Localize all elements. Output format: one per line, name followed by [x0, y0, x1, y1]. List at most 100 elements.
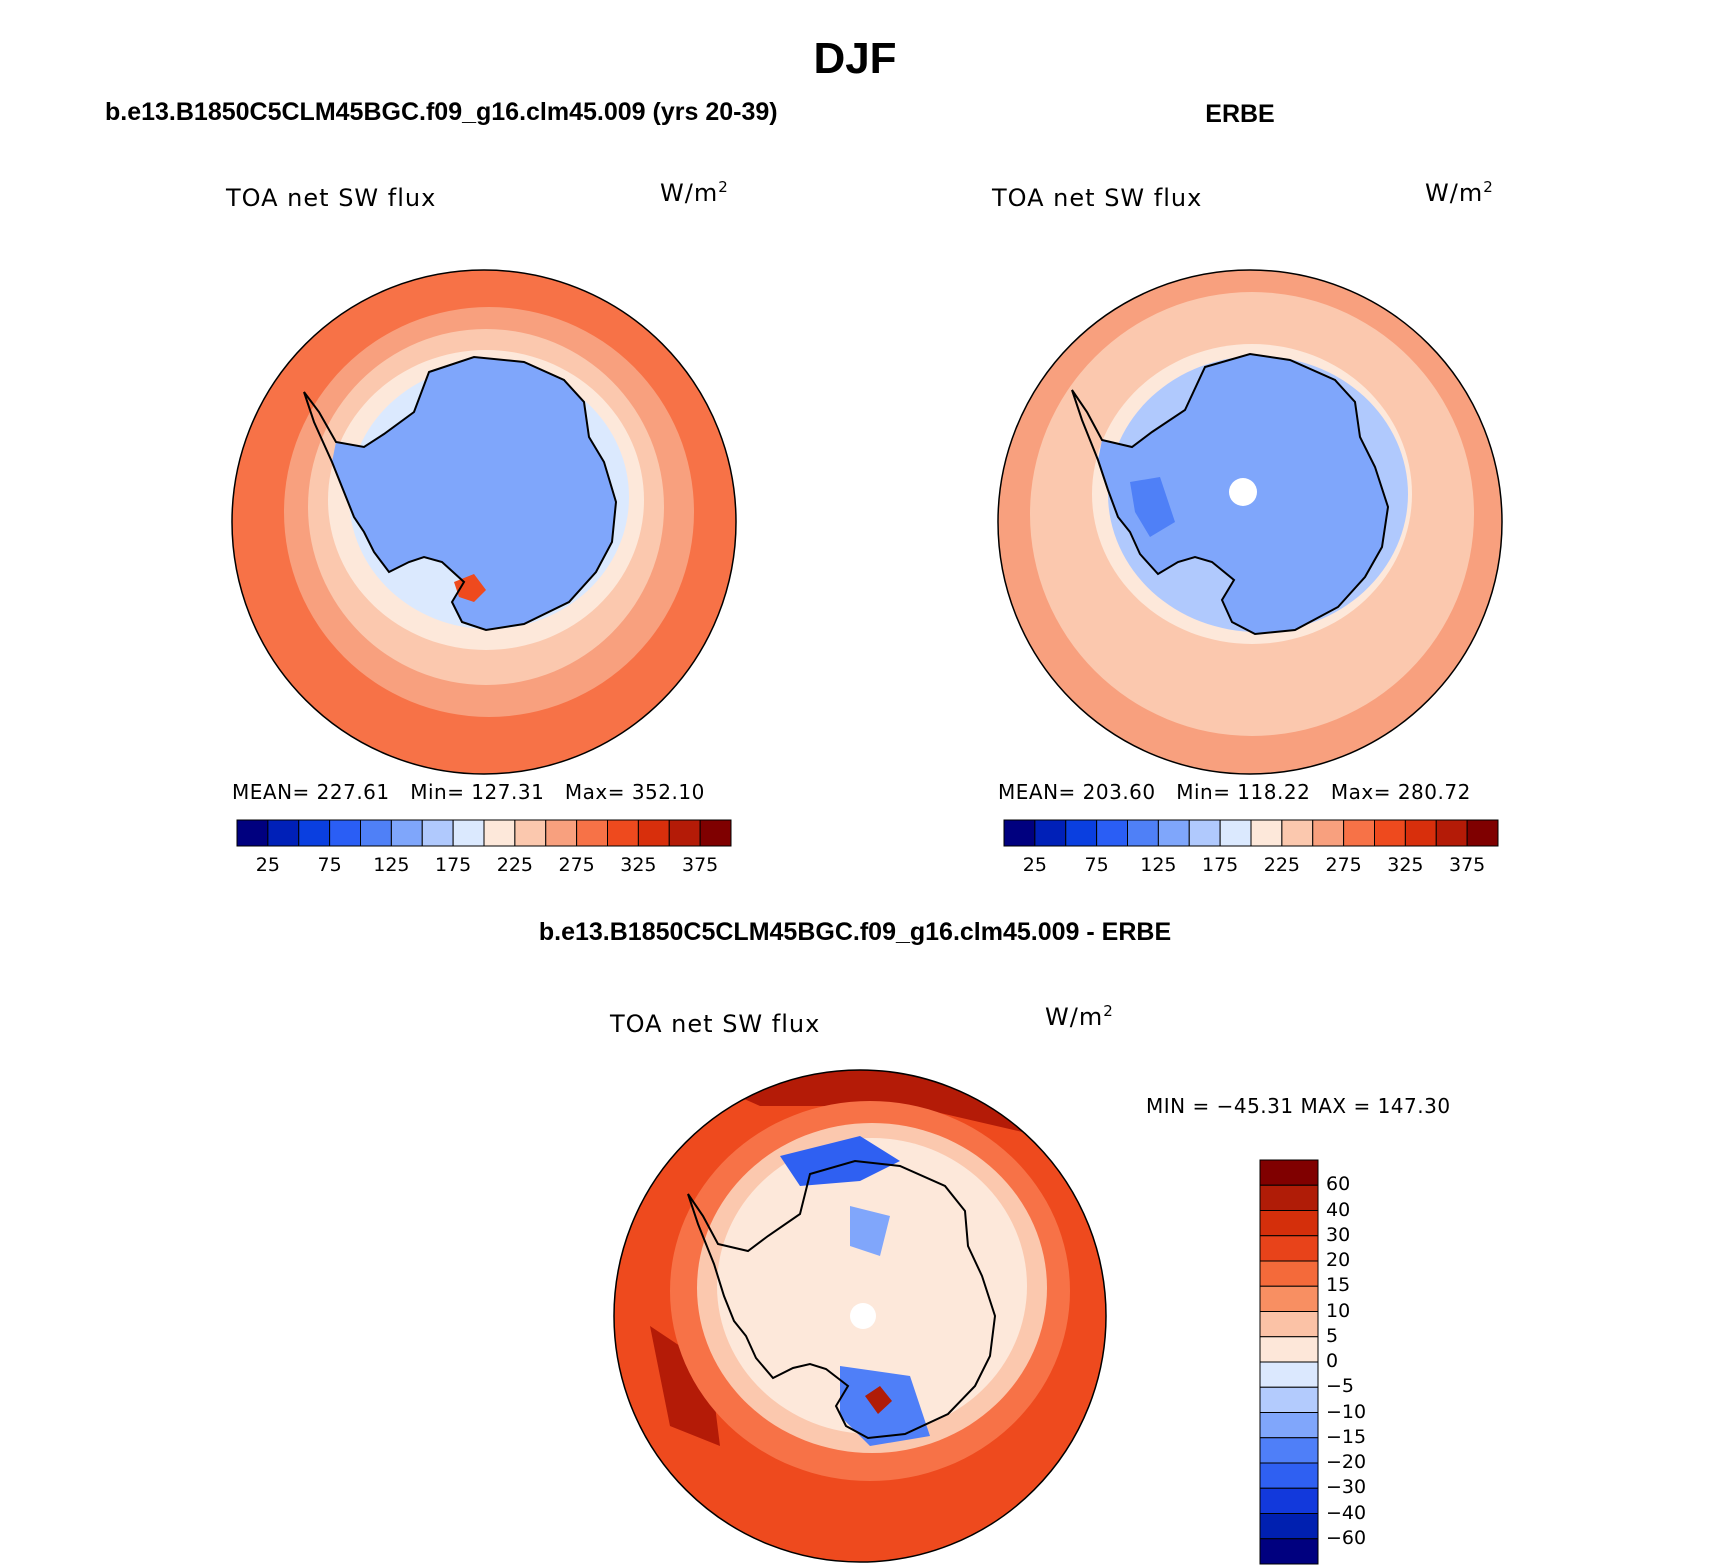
obs-variable-label: TOA net SW flux: [992, 184, 1203, 212]
diff-colorbar-tick-label: −40: [1326, 1501, 1367, 1524]
diff-panel-title: b.e13.B1850C5CLM45BGC.f09_g16.clm45.009 …: [538, 918, 1172, 946]
obs-colorbar-swatch: [1343, 819, 1375, 847]
diff-polar-map: [613, 1069, 1107, 1563]
model-stats: MEAN= 227.61 Min= 127.31 Max= 352.10: [232, 780, 705, 804]
model-colorbar-tick-label: 25: [255, 854, 280, 876]
model-colorbar-swatch: [421, 819, 454, 847]
diff-dark-left: [650, 1326, 720, 1446]
diff-colorbar-swatch: [1259, 1336, 1319, 1363]
model-colorbar-swatch: [483, 819, 516, 847]
obs-pole-hole: [1229, 478, 1257, 506]
diff-colorbar-tick-label: −20: [1326, 1451, 1367, 1473]
diff-colorbar-swatch: [1259, 1462, 1319, 1489]
obs-dark-patch: [1130, 477, 1175, 537]
diff-colorbar-swatch: [1259, 1210, 1319, 1237]
diff-colorbar-swatch: [1259, 1235, 1319, 1262]
model-colorbar-swatch: [452, 819, 485, 847]
obs-colorbar-swatch: [1188, 819, 1221, 847]
diff-pole-hole: [850, 1303, 876, 1329]
diff-colorbar-swatch: [1259, 1285, 1319, 1312]
model-colorbar-swatch: [545, 819, 578, 847]
model-colorbar-tick-label: 375: [681, 854, 719, 876]
model-colorbar-swatch: [298, 819, 331, 847]
obs-polar-map: [997, 269, 1503, 775]
obs-units-label: W/m2: [1425, 178, 1494, 207]
model-colorbar-swatch: [514, 819, 547, 847]
model-colorbar-tick-label: 125: [373, 854, 410, 876]
diff-colorbar-tick-label: 10: [1326, 1299, 1351, 1322]
diff-colorbar-tick-label: −10: [1326, 1400, 1367, 1423]
model-ice-region: [332, 357, 616, 630]
diff-colorbar-swatch: [1259, 1260, 1319, 1287]
diff-colorbar-tick-label: −15: [1326, 1425, 1367, 1448]
diff-colorbar-tick-label: 20: [1326, 1249, 1351, 1271]
obs-colorbar-swatch: [1435, 819, 1468, 847]
model-colorbar-swatch: [329, 819, 361, 847]
obs-colorbar-swatch: [1157, 819, 1190, 847]
diff-band-pale: [717, 1138, 1027, 1434]
diff-colorbar-tick-label: 40: [1326, 1198, 1351, 1221]
obs-colorbar-swatch: [1127, 819, 1159, 847]
diff-colorbar-swatch: [1259, 1513, 1319, 1540]
model-colorbar-tick-label: 75: [317, 854, 342, 876]
model-units-label: W/m2: [660, 178, 729, 207]
diff-colorbar-tick-label: 0: [1326, 1350, 1339, 1372]
obs-coastline: [1071, 352, 1390, 636]
obs-colorbar-swatch: [1003, 819, 1036, 847]
diff-units-label: W/m2: [1045, 1002, 1114, 1031]
obs-colorbar: [1003, 819, 1499, 847]
diff-colorbar-swatch: [1259, 1437, 1319, 1464]
model-panel-title: b.e13.B1850C5CLM45BGC.f09_g16.clm45.009 …: [105, 98, 778, 126]
model-colorbar: [236, 819, 732, 847]
diff-red-spot: [865, 1386, 892, 1414]
diff-blue-center: [850, 1206, 890, 1256]
diff-colorbar-swatch: [1259, 1159, 1319, 1186]
obs-colorbar-swatch: [1312, 819, 1345, 847]
obs-colorbar-swatch: [1096, 819, 1128, 847]
diff-colorbar-tick-label: 60: [1326, 1173, 1351, 1196]
obs-colorbar-tick-label: 325: [1387, 854, 1424, 876]
obs-colorbar-swatch: [1466, 819, 1499, 847]
model-colorbar-swatch: [637, 819, 670, 847]
obs-colorbar-swatch: [1065, 819, 1098, 847]
model-polar-map: [231, 269, 737, 775]
obs-colorbar-tick-label: 225: [1263, 854, 1300, 876]
model-colorbar-swatch: [668, 819, 701, 847]
obs-stats: MEAN= 203.60 Min= 118.22 Max= 280.72: [998, 780, 1471, 804]
model-colorbar-tick-label: 225: [496, 854, 533, 876]
diff-colorbar-swatch: [1259, 1538, 1319, 1565]
model-colorbar-swatch: [576, 819, 608, 847]
diff-colorbar-swatch: [1259, 1412, 1319, 1439]
diff-colorbar-swatch: [1259, 1311, 1319, 1338]
obs-colorbar-swatch: [1250, 819, 1283, 847]
obs-colorbar-swatch: [1281, 819, 1314, 847]
diff-colorbar-tick-label: 15: [1326, 1274, 1351, 1297]
obs-colorbar-swatch: [1219, 819, 1252, 847]
diff-colorbar-tick-label: −5: [1326, 1375, 1355, 1398]
figure-title: DJF: [813, 34, 897, 83]
model-coastline: [303, 355, 618, 632]
model-colorbar-swatch: [390, 819, 423, 847]
model-colorbar-tick-label: 275: [558, 854, 595, 876]
obs-colorbar-swatch: [1404, 819, 1437, 847]
diff-coastline: [687, 1159, 997, 1440]
model-colorbar-swatch: [607, 819, 639, 847]
diff-colorbar-tick-label: −30: [1326, 1476, 1367, 1499]
diff-colorbar-swatch: [1259, 1184, 1319, 1211]
obs-colorbar-tick-label: 175: [1201, 854, 1239, 876]
obs-colorbar-tick-label: 75: [1084, 854, 1109, 876]
obs-colorbar-swatch: [1374, 819, 1406, 847]
model-colorbar-swatch: [236, 819, 269, 847]
diff-colorbar-swatch: [1259, 1487, 1319, 1514]
obs-panel-title: ERBE: [1205, 100, 1275, 128]
model-colorbar-tick-label: 325: [620, 854, 657, 876]
diff-colorbar-swatch: [1259, 1361, 1319, 1388]
model-colorbar-swatch: [267, 819, 300, 847]
diff-colorbar-tick-label: 30: [1326, 1223, 1351, 1246]
diff-colorbar-tick-label: 5: [1326, 1324, 1339, 1347]
diff-stats: MIN = −45.31 MAX = 147.30: [1146, 1094, 1451, 1118]
diff-variable-label: TOA net SW flux: [610, 1010, 821, 1038]
model-colorbar-swatch: [360, 819, 392, 847]
obs-colorbar-tick-label: 25: [1022, 854, 1047, 876]
diff-colorbar-tick-label: −60: [1326, 1526, 1367, 1549]
